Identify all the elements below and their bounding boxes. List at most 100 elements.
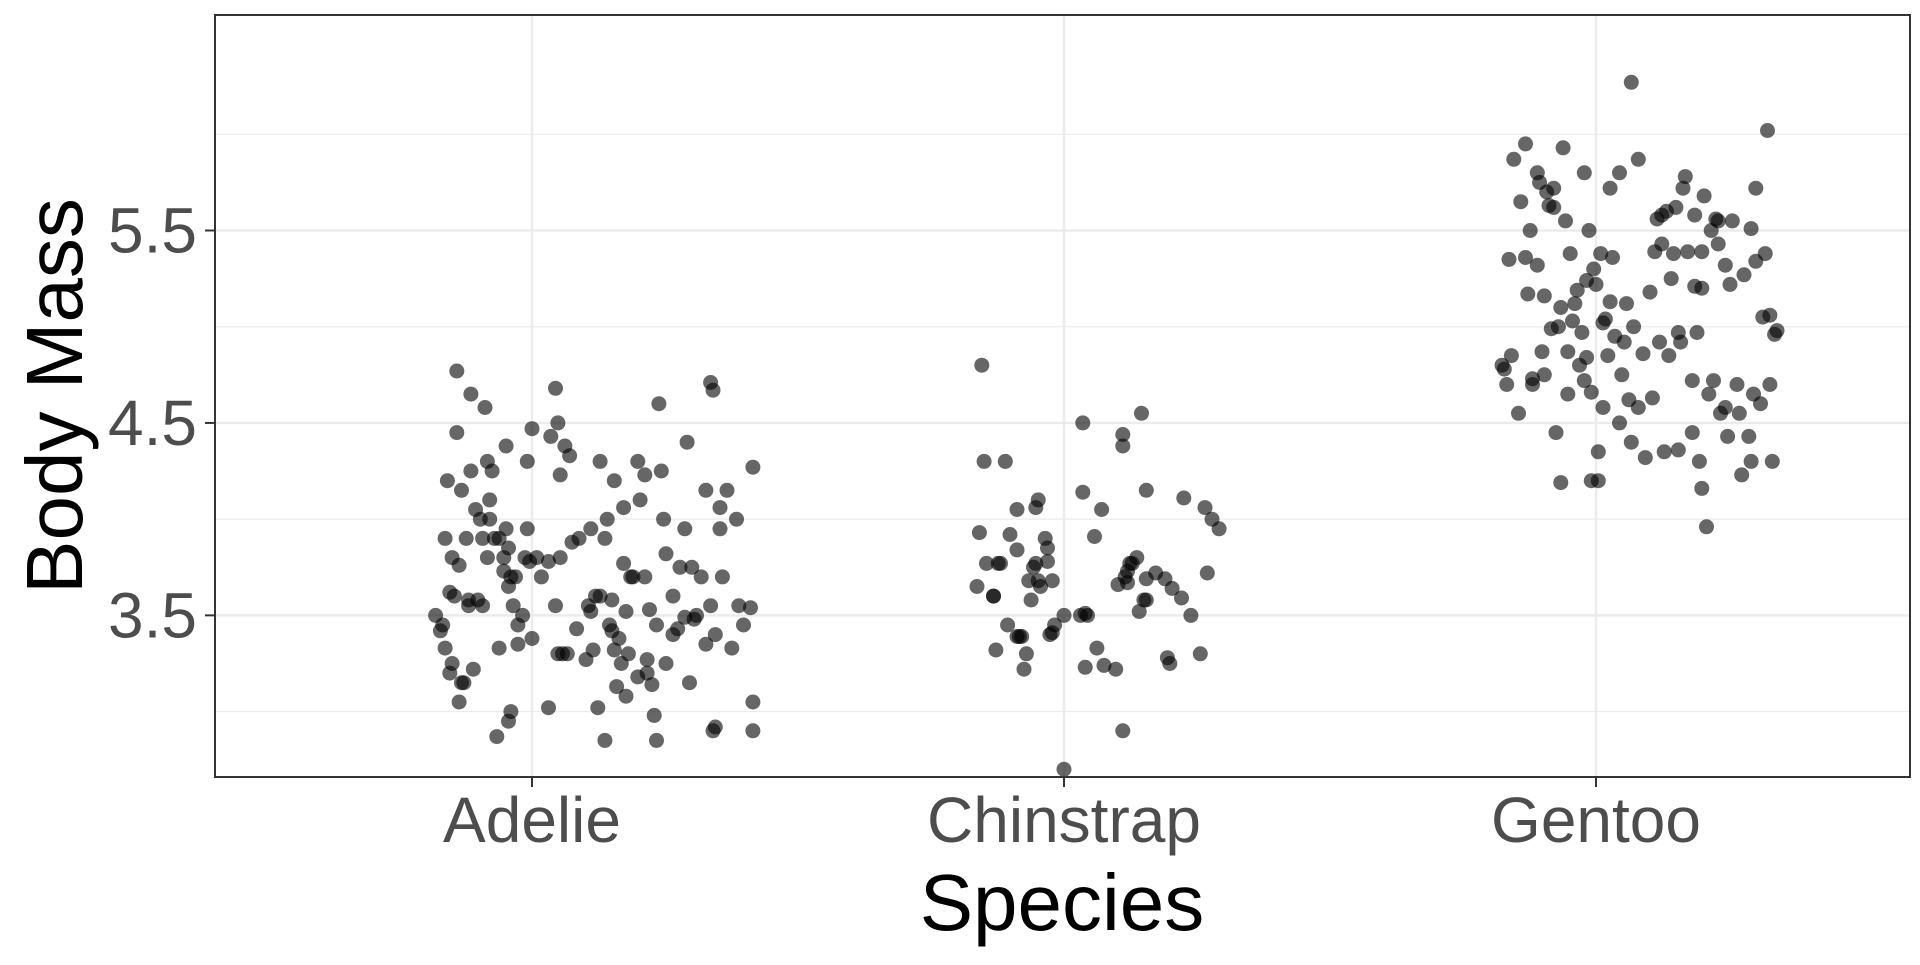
data-point	[707, 627, 723, 643]
data-point	[1734, 467, 1750, 483]
data-point	[437, 530, 453, 546]
data-point	[1096, 657, 1112, 673]
data-point	[1663, 271, 1679, 287]
data-point	[1164, 580, 1180, 596]
data-point	[1741, 428, 1757, 444]
data-point	[993, 555, 1008, 571]
data-point	[1680, 244, 1696, 260]
data-point	[1009, 502, 1025, 517]
data-point	[1762, 377, 1778, 392]
data-point	[1605, 250, 1620, 265]
data-point	[644, 677, 660, 693]
data-point	[583, 521, 599, 537]
data-point	[729, 511, 744, 527]
data-point	[969, 579, 985, 594]
data-point	[1720, 428, 1736, 444]
data-point	[1687, 207, 1703, 223]
data-point	[1661, 348, 1677, 364]
data-point	[1670, 442, 1686, 458]
data-point	[679, 434, 695, 450]
data-point	[1529, 257, 1545, 273]
data-point	[1009, 629, 1025, 644]
data-point	[1590, 444, 1606, 460]
data-point	[501, 540, 516, 556]
data-point	[714, 569, 730, 585]
data-point	[693, 569, 709, 585]
data-point	[446, 588, 462, 604]
data-point	[625, 569, 641, 585]
data-point	[609, 679, 625, 695]
data-point	[597, 732, 613, 748]
data-point	[1560, 386, 1576, 402]
data-point	[1565, 313, 1580, 329]
data-point	[1560, 344, 1576, 360]
data-point	[1520, 286, 1536, 302]
data-point	[1023, 592, 1039, 608]
data-point	[971, 525, 987, 541]
data-point	[444, 656, 460, 671]
data-point	[1694, 244, 1710, 260]
y-tick-label: 3.5	[108, 579, 197, 651]
data-point	[658, 546, 674, 562]
data-point	[736, 617, 751, 633]
data-point	[606, 473, 622, 489]
data-point	[677, 609, 693, 625]
data-point	[1115, 427, 1131, 442]
data-point	[1558, 213, 1573, 229]
data-point	[1583, 473, 1599, 489]
data-point	[458, 530, 474, 546]
data-point	[498, 438, 514, 454]
data-point	[590, 700, 606, 716]
data-point	[649, 732, 664, 748]
data-point	[489, 729, 505, 745]
data-point	[1496, 361, 1512, 377]
data-point	[1656, 444, 1672, 460]
data-point	[550, 415, 566, 431]
data-point	[1002, 527, 1018, 542]
data-point	[543, 428, 559, 444]
data-point	[449, 425, 465, 441]
data-point	[1743, 221, 1759, 237]
data-point	[1548, 425, 1564, 441]
data-point	[976, 453, 992, 469]
data-point	[997, 453, 1013, 469]
data-point	[1706, 373, 1721, 389]
data-point	[743, 600, 758, 616]
data-point	[1579, 350, 1595, 365]
data-point	[658, 656, 674, 671]
data-point	[1503, 348, 1519, 364]
data-point	[1722, 276, 1738, 292]
data-point	[974, 357, 990, 373]
data-point	[1562, 246, 1578, 262]
data-point	[646, 707, 662, 723]
x-axis: Adelie Chinstrap Gentoo	[443, 777, 1701, 856]
data-point	[632, 492, 648, 508]
data-point	[1614, 367, 1630, 383]
data-point	[1511, 405, 1526, 421]
data-point	[1753, 396, 1768, 412]
data-point	[1506, 151, 1522, 167]
points-layer	[428, 74, 1785, 777]
data-point	[639, 652, 655, 668]
data-point	[1644, 390, 1660, 406]
data-point	[698, 482, 714, 498]
data-point	[653, 463, 669, 479]
data-point	[672, 559, 688, 575]
data-point	[1018, 646, 1034, 662]
data-point	[1000, 617, 1016, 633]
data-point	[651, 396, 667, 412]
data-point	[498, 521, 514, 537]
data-point	[1677, 169, 1693, 185]
data-point	[1129, 550, 1145, 566]
data-point	[642, 602, 657, 618]
data-point	[1546, 199, 1562, 215]
data-point	[1075, 484, 1091, 500]
data-point	[1009, 542, 1025, 558]
data-point	[1760, 123, 1775, 138]
data-point	[588, 588, 603, 604]
data-point	[611, 631, 627, 646]
data-point	[524, 421, 540, 437]
panel-border	[214, 14, 1911, 778]
data-point	[1612, 415, 1627, 431]
data-point	[1654, 236, 1670, 252]
